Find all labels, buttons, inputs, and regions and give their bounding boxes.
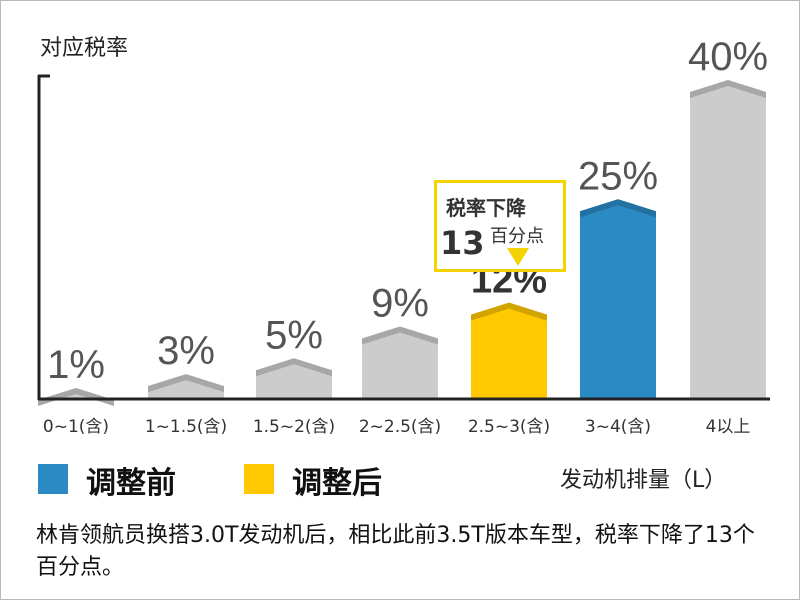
data-label: 5%	[265, 313, 323, 357]
bar	[148, 374, 224, 398]
x-axis-title: 发动机排量（L）	[560, 468, 727, 493]
caption-text: 林肯领航员换搭3.0T发动机后，相比此前3.5T版本车型，税率下降了13个百分点…	[36, 523, 755, 580]
annotation-title: 税率下降	[446, 196, 526, 220]
bar-top-accent	[362, 326, 438, 345]
down-arrow-icon	[507, 248, 529, 266]
bar	[362, 326, 438, 398]
annotation-number: 13	[440, 224, 485, 262]
y-axis-label: 对应税率	[40, 36, 129, 61]
x-tick-label: 4以上	[706, 417, 751, 437]
bar	[690, 80, 766, 398]
legend-label-before: 调整前	[86, 466, 176, 501]
x-tick-label: 2.5~3(含)	[468, 417, 550, 437]
x-tick-label: 1.5~2(含)	[253, 417, 335, 437]
data-label: 9%	[371, 281, 429, 325]
legend-label-after: 调整后	[292, 466, 382, 501]
bar-top-accent	[471, 302, 547, 321]
data-label: 1%	[47, 343, 105, 387]
data-label: 40%	[688, 35, 768, 79]
x-tick-label: 3~4(含)	[585, 417, 651, 437]
bar-top-accent	[690, 80, 766, 98]
annotation-unit: 百分点	[490, 226, 544, 247]
x-tick-label: 2~2.5(含)	[359, 417, 441, 437]
annotation-box	[434, 180, 566, 272]
x-tick-label: 1~1.5(含)	[145, 417, 227, 437]
bar	[471, 302, 547, 398]
x-tick-label: 0~1(含)	[43, 417, 109, 437]
legend-swatch-before	[38, 464, 68, 494]
data-label: 25%	[578, 154, 658, 198]
bar-top-accent	[580, 199, 656, 218]
bar-top-accent	[148, 374, 224, 393]
bar	[580, 199, 656, 398]
data-label: 3%	[157, 329, 215, 373]
legend-swatch-after	[244, 464, 274, 494]
bar-top-accent	[256, 358, 332, 377]
bar-top-accent	[38, 388, 114, 406]
